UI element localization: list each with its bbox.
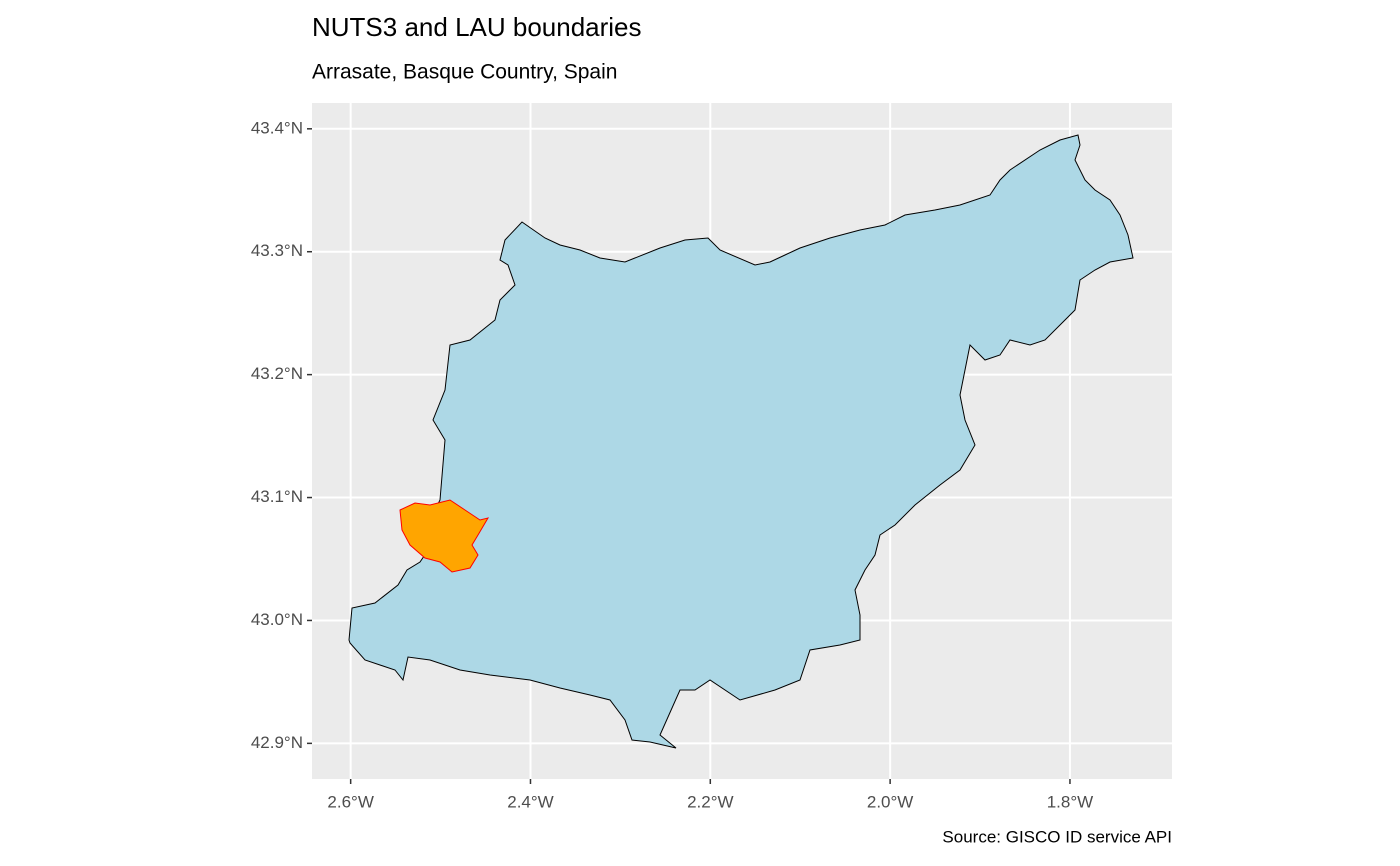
x-tick-label: 2.2°W [687, 792, 733, 811]
lau-region [399, 499, 490, 573]
nuts3-region [348, 134, 1134, 749]
x-tick-label: 2.6°W [327, 792, 373, 811]
y-tick-label: 43.4°N [251, 118, 303, 137]
x-tick-label: 1.8°W [1047, 792, 1093, 811]
y-tick-label: 43.0°N [251, 610, 303, 629]
caption: Source: GISCO ID service API [942, 827, 1172, 846]
chart-title: NUTS3 and LAU boundaries [312, 12, 642, 42]
x-tick-label: 2.0°W [867, 792, 913, 811]
y-tick-label: 43.2°N [251, 364, 303, 383]
chart-subtitle: Arrasate, Basque Country, Spain [312, 61, 617, 84]
x-tick-label: 2.4°W [507, 792, 553, 811]
y-tick-label: 42.9°N [251, 733, 303, 752]
y-tick-label: 43.1°N [251, 487, 303, 506]
y-tick-label: 43.3°N [251, 241, 303, 260]
